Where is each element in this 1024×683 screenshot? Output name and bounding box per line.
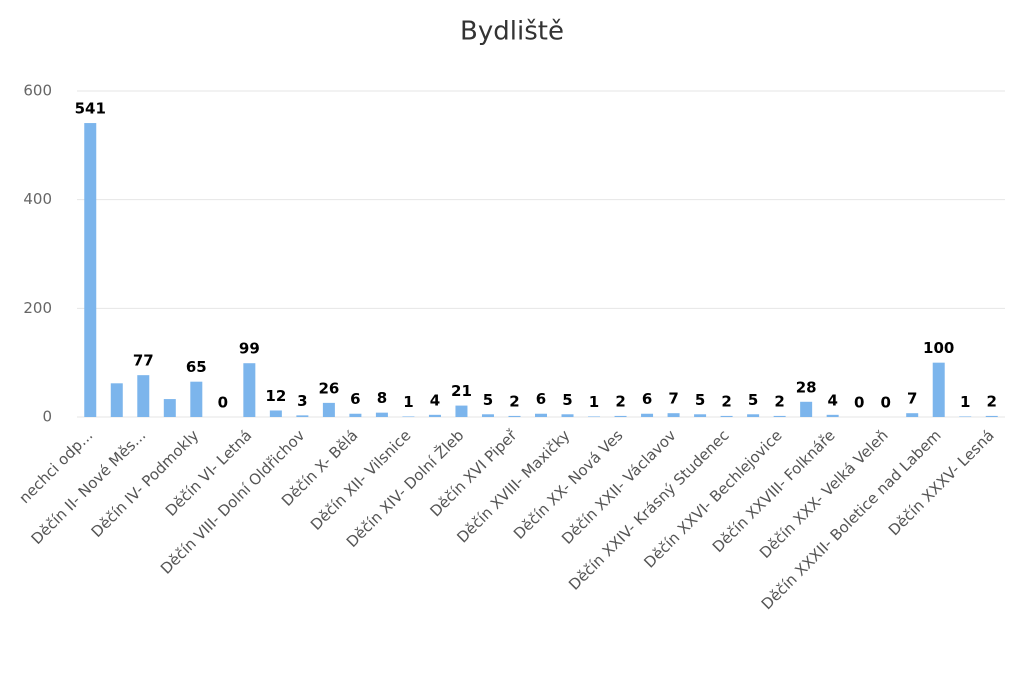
bar xyxy=(667,413,680,417)
data-label: 77 xyxy=(133,352,154,370)
data-label: 26 xyxy=(318,379,339,397)
data-label: 6 xyxy=(642,390,652,408)
bar xyxy=(455,405,468,417)
y-tick-label: 0 xyxy=(42,408,52,426)
data-label: 1 xyxy=(403,393,413,411)
data-label: 2 xyxy=(987,392,997,410)
data-label: 8 xyxy=(377,389,387,407)
data-label: 2 xyxy=(509,392,519,410)
data-label: 4 xyxy=(430,391,440,409)
bar xyxy=(110,383,123,417)
bar xyxy=(243,363,256,417)
data-label: 4 xyxy=(827,391,837,409)
bar xyxy=(84,123,97,417)
bar xyxy=(720,415,733,417)
bar xyxy=(561,414,574,417)
bar xyxy=(481,414,494,417)
data-label: 0 xyxy=(854,394,864,412)
data-label: 541 xyxy=(75,100,106,118)
data-label: 1 xyxy=(960,393,970,411)
bar xyxy=(190,381,203,417)
data-label: 0 xyxy=(218,394,228,412)
bar xyxy=(747,414,760,417)
bar xyxy=(800,401,813,417)
bar xyxy=(614,415,627,417)
data-label: 21 xyxy=(451,382,472,400)
data-label: 5 xyxy=(695,391,705,409)
data-label: 12 xyxy=(265,387,286,405)
bar xyxy=(985,415,998,417)
bar xyxy=(137,375,150,417)
data-label: 5 xyxy=(483,391,493,409)
bar xyxy=(322,402,335,417)
bar xyxy=(588,416,601,417)
bar xyxy=(641,413,654,417)
data-label: 3 xyxy=(297,392,307,410)
y-tick-label: 400 xyxy=(23,190,52,208)
y-tick-label: 200 xyxy=(23,299,52,317)
data-label: 6 xyxy=(536,390,546,408)
bar xyxy=(906,413,919,417)
bar xyxy=(428,414,441,417)
bar xyxy=(932,362,945,417)
bar xyxy=(349,413,362,417)
bar xyxy=(959,416,972,417)
bar xyxy=(508,415,521,417)
bar xyxy=(535,413,547,417)
chart-title: Bydliště xyxy=(460,17,564,47)
data-label: 2 xyxy=(774,392,784,410)
data-label: 7 xyxy=(668,390,678,408)
bar xyxy=(773,415,786,417)
y-tick-label: 600 xyxy=(23,82,52,100)
data-label: 5 xyxy=(748,391,758,409)
x-tick-label: Děčín XII- Vilsnice xyxy=(307,426,414,533)
data-label: 6 xyxy=(350,390,360,408)
bar xyxy=(402,416,415,417)
data-label: 100 xyxy=(923,339,954,357)
bar xyxy=(296,415,309,417)
bar xyxy=(375,412,388,417)
x-tick-label: Děčín XXXV- Lesná xyxy=(885,426,998,539)
data-label: 0 xyxy=(880,394,890,412)
data-label: 99 xyxy=(239,340,260,358)
bar xyxy=(269,410,282,417)
data-label: 2 xyxy=(615,392,625,410)
bar xyxy=(163,399,176,417)
data-label: 7 xyxy=(907,390,917,408)
data-label: 2 xyxy=(721,392,731,410)
data-label: 5 xyxy=(562,391,572,409)
data-label: 28 xyxy=(796,378,817,396)
data-label: 65 xyxy=(186,358,207,376)
bar xyxy=(826,414,839,417)
data-label: 1 xyxy=(589,393,599,411)
bar xyxy=(694,414,707,417)
